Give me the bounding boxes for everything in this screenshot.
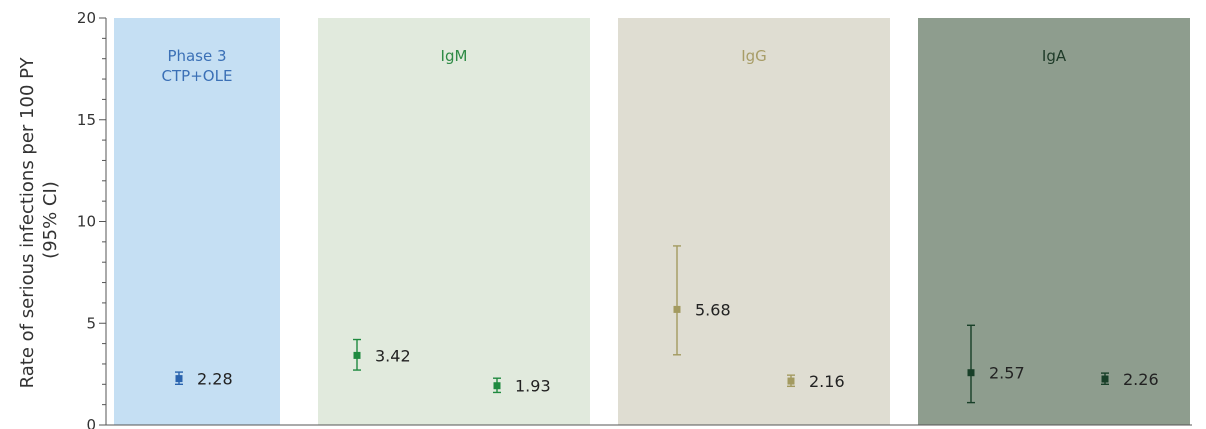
panel-3-point-1-label: 5.68: [695, 300, 731, 319]
panel-4-point-1-label: 2.57: [989, 364, 1025, 383]
y-tick-label-10: 10: [77, 213, 96, 231]
panel-background-2: [318, 18, 590, 425]
panel-background-1: [114, 18, 280, 425]
panel-title-3-line-1: IgG: [741, 47, 767, 65]
panel-2-point-1-label: 3.42: [375, 346, 411, 365]
y-axis-title-line-2: (95% CI): [40, 181, 61, 259]
panel-title-1-line-1: Phase 3: [167, 47, 226, 65]
panel-2-point-2-marker: [493, 382, 501, 390]
y-tick-label-20: 20: [77, 9, 96, 27]
panel-4-point-1-marker: [967, 369, 975, 377]
panel-2-point-2-label: 1.93: [515, 377, 551, 396]
y-tick-label-0: 0: [86, 416, 96, 429]
panel-3-point-2-marker: [787, 377, 795, 385]
panel-4-point-2-marker: [1101, 375, 1109, 383]
y-axis-title-line-1: Rate of serious infections per 100 PY: [17, 56, 38, 388]
panel-4-point-2-label: 2.26: [1123, 370, 1159, 389]
panel-background-4: [918, 18, 1190, 425]
panel-1-point-1-marker: [175, 375, 183, 383]
y-axis-title: Rate of serious infections per 100 PY (9…: [17, 52, 61, 389]
panel-background-3: [618, 18, 890, 425]
y-tick-label-5: 5: [86, 314, 96, 332]
panel-3-point-2-label: 2.16: [809, 372, 845, 391]
panel-2-point-1-marker: [353, 351, 361, 359]
panel-title-4-line-1: IgA: [1042, 47, 1067, 65]
panel-3-point-1-marker: [673, 305, 681, 313]
y-tick-label-15: 15: [77, 111, 96, 129]
panels-layer: Phase 3 CTP+OLE IgM IgG IgA: [114, 18, 1190, 425]
marks-layer: 2.28 3.42 1.93 5.68 2.16 2.57 2.26: [175, 245, 1159, 404]
y-axis: 0 5 10 15 20: [77, 9, 1192, 429]
panel-title-2-line-1: IgM: [441, 47, 468, 65]
panel-title-1-line-2: CTP+OLE: [162, 67, 233, 85]
panel-1-point-1-label: 2.28: [197, 370, 233, 389]
